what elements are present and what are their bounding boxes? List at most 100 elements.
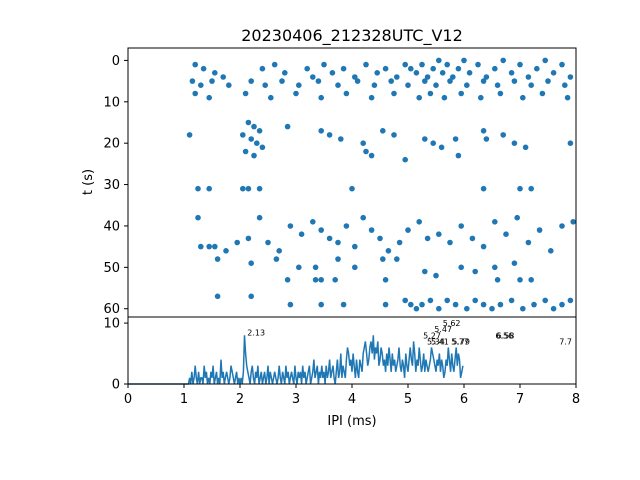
ipi-y-tick-label: 10 — [103, 317, 120, 332]
raster-point — [441, 94, 448, 101]
raster-point — [525, 239, 532, 246]
raster-point — [192, 90, 198, 97]
raster-point — [318, 227, 325, 233]
raster-point — [447, 239, 453, 246]
raster-point — [284, 277, 291, 283]
raster-point — [567, 297, 574, 304]
raster-point — [335, 256, 341, 262]
raster-point — [436, 305, 442, 312]
raster-point — [259, 144, 266, 151]
raster-point — [492, 219, 498, 225]
raster-point — [186, 132, 193, 138]
ipi-peak-label: 7.7 — [559, 337, 572, 346]
raster-point — [550, 70, 557, 76]
raster-point — [480, 185, 487, 192]
raster-point — [326, 235, 333, 242]
raster-point — [534, 65, 540, 72]
raster-point — [559, 223, 565, 229]
raster-point — [545, 78, 551, 84]
raster-y-ticks: 0 10 20 30 40 50 60 — [103, 54, 128, 317]
raster-point — [223, 248, 229, 254]
raster-point — [293, 90, 299, 97]
raster-point — [419, 301, 425, 308]
raster-point — [245, 235, 252, 242]
raster-point — [520, 305, 526, 312]
raster-point — [559, 301, 565, 308]
raster-y-axis-label: t (s) — [81, 169, 96, 195]
raster-points — [186, 57, 576, 312]
raster-point — [408, 301, 414, 308]
ipi-x-tick-label: 0 — [124, 392, 132, 407]
raster-point — [531, 301, 537, 308]
raster-point — [517, 185, 523, 192]
raster-point — [340, 65, 347, 72]
raster-point — [276, 248, 283, 254]
raster-point — [279, 78, 285, 84]
ipi-x-axis-label: IPI (ms) — [327, 414, 376, 429]
raster-point — [310, 74, 316, 80]
raster-y-tick-label: 20 — [103, 137, 120, 152]
raster-point — [520, 94, 526, 101]
raster-point — [422, 268, 428, 275]
ipi-y-ticks: 0 10 — [103, 317, 128, 393]
raster-point — [539, 90, 546, 97]
raster-point — [508, 70, 515, 76]
raster-point — [464, 305, 470, 312]
raster-point — [326, 132, 333, 138]
raster-point — [536, 227, 543, 233]
ipi-x-tick-label: 7 — [516, 392, 524, 407]
raster-point — [525, 74, 532, 80]
ipi-peak-label: 5.34 — [427, 337, 445, 346]
raster-point — [542, 57, 548, 64]
raster-point — [343, 223, 350, 229]
raster-point — [212, 243, 218, 250]
raster-point — [528, 82, 534, 88]
raster-point — [380, 256, 386, 262]
raster-point — [245, 185, 252, 192]
raster-point — [405, 227, 411, 233]
raster-point — [528, 185, 534, 192]
raster-point — [500, 132, 507, 138]
ipi-x-tick-label: 4 — [348, 392, 356, 407]
raster-point — [310, 219, 316, 225]
raster-y-tick-label: 60 — [103, 302, 120, 317]
raster-point — [256, 128, 263, 134]
raster-point — [450, 74, 456, 80]
ipi-peak-label: 6.56 — [495, 331, 513, 340]
raster-point — [298, 231, 305, 237]
raster-point — [391, 90, 397, 97]
raster-point — [296, 264, 302, 271]
ipi-x-tick-label: 8 — [572, 392, 580, 407]
raster-point — [296, 82, 302, 88]
raster-point — [312, 264, 319, 271]
raster-point — [475, 61, 481, 68]
raster-point — [483, 74, 490, 80]
raster-point — [480, 301, 487, 308]
raster-point — [368, 94, 375, 101]
raster-point — [234, 239, 240, 246]
raster-point — [385, 248, 392, 254]
raster-point — [480, 243, 487, 250]
raster-point — [413, 70, 420, 76]
raster-point — [424, 235, 431, 242]
raster-point — [430, 65, 437, 72]
raster-point — [340, 301, 347, 308]
raster-y-tick-label: 30 — [103, 178, 120, 193]
raster-point — [329, 70, 336, 76]
raster-point — [382, 301, 389, 308]
raster-point — [452, 301, 459, 308]
raster-plot: 0 10 20 30 40 50 60 t (s) — [81, 47, 577, 318]
raster-point — [497, 90, 504, 97]
raster-point — [497, 301, 504, 308]
ipi-y-tick-label: 0 — [112, 378, 120, 393]
raster-point — [514, 214, 520, 221]
raster-point — [408, 65, 414, 72]
ipi-x-tick-label: 1 — [180, 392, 188, 407]
raster-point — [198, 243, 204, 250]
raster-point — [458, 223, 465, 229]
raster-point — [472, 297, 479, 304]
ipi-peak-label: 6.58 — [497, 331, 515, 340]
raster-point — [483, 136, 490, 142]
raster-point — [360, 214, 367, 221]
